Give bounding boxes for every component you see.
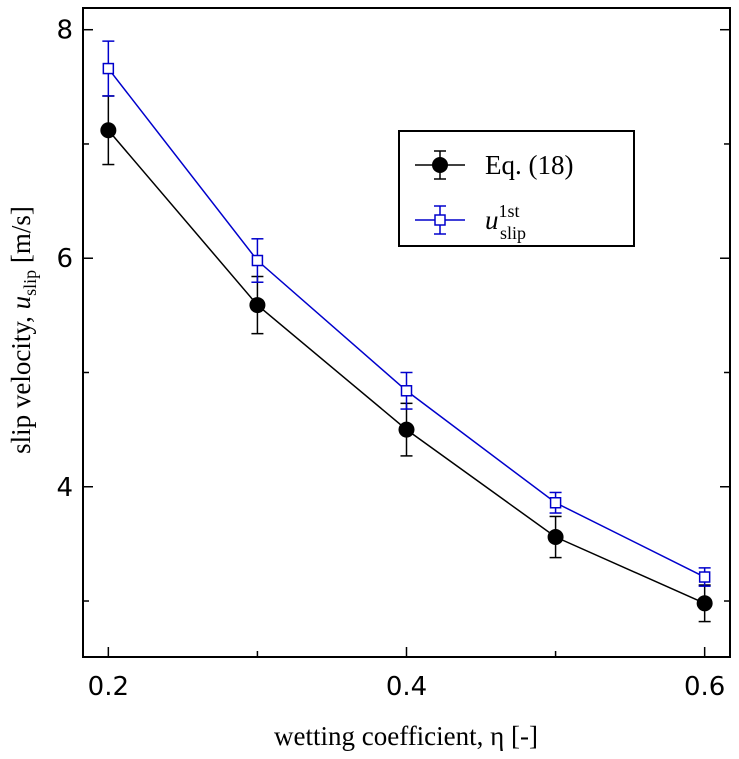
legend-marker [432,157,448,173]
data-point [398,421,415,438]
data-point [698,571,711,583]
y-label-var: u [6,296,36,310]
data-point [251,254,264,267]
x-tick-label: 0.6 [684,672,725,702]
data-point [696,595,713,612]
legend-sup: 1st [499,201,520,221]
data-point [249,297,266,314]
data-point [549,496,562,509]
x-tick-label: 0.2 [88,672,129,702]
y-tick-label: 4 [56,473,73,503]
y-tick-label: 8 [56,16,73,46]
y-axis-label: slip velocity, uslip [m/s] [6,206,42,454]
legend-marker [434,214,446,226]
data-point [547,529,564,546]
legend [398,130,635,247]
x-tick-label: 0.4 [386,672,427,702]
data-point [100,122,117,139]
legend-sub: slip [500,223,526,243]
data-point [102,62,115,75]
x-axis-label: wetting coefficient, η [-] [274,721,538,751]
y-label-sub: slip [20,270,40,296]
legend-var: u [485,205,499,235]
y-label-unit: [m/s] [6,206,36,263]
data-point [400,385,413,397]
legend-label: u1st slip [485,201,526,243]
plot-frame [82,7,731,658]
y-tick-label: 6 [56,244,73,274]
legend-label: Eq. (18) [485,150,573,180]
y-label-text: slip velocity, [6,316,36,454]
